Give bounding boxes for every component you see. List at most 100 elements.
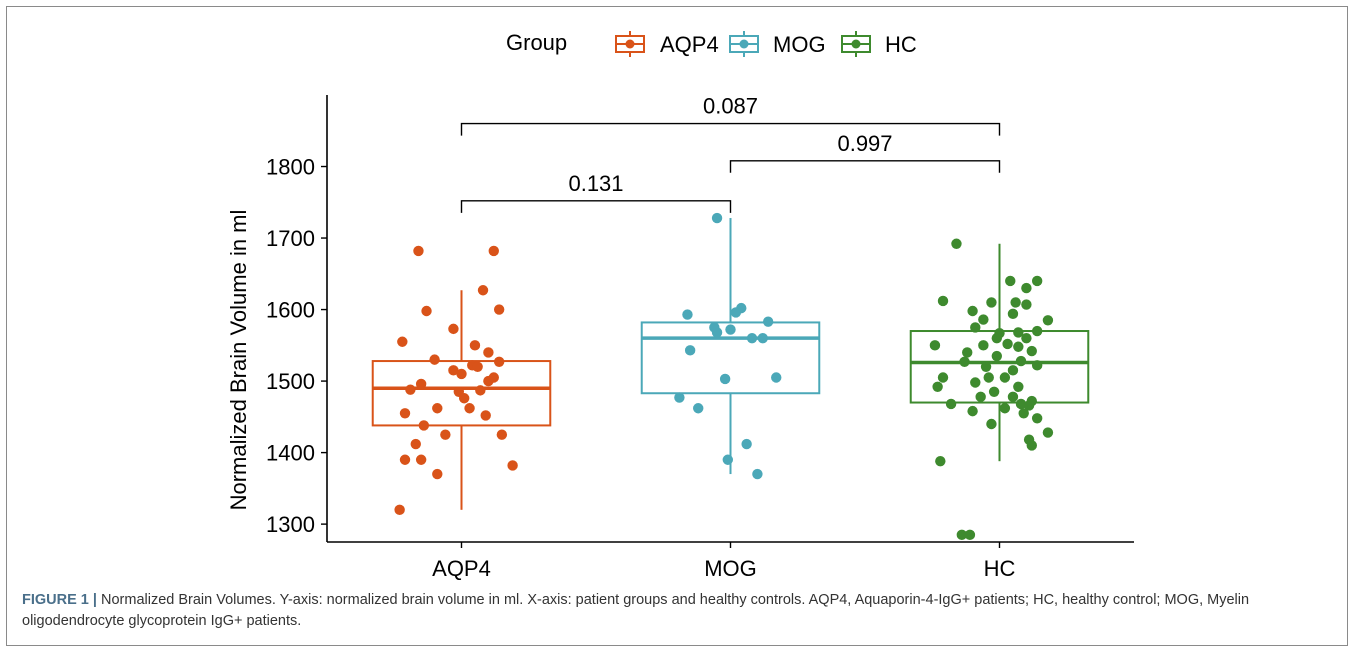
data-point (991, 350, 1003, 362)
data-point (757, 332, 768, 344)
data-point (1042, 427, 1054, 438)
box (640, 321, 821, 395)
significance-bracket (729, 160, 1001, 173)
data-point (725, 324, 736, 335)
data-point (711, 327, 723, 338)
y-tick-label: 1600 (266, 298, 315, 323)
data-point (711, 212, 723, 224)
y-axis-label: Normalized Brain Volume in ml (226, 210, 251, 511)
caption-lead: FIGURE 1 | (22, 592, 97, 608)
data-point (493, 356, 505, 367)
data-point (1023, 400, 1035, 411)
data-point (410, 438, 421, 450)
data-point (493, 304, 505, 315)
data-point (674, 392, 685, 403)
series-layer (371, 212, 1090, 541)
legend-key-point (625, 39, 635, 49)
p-value-label: 0.997 (837, 131, 892, 156)
data-point (1021, 332, 1032, 344)
legend-title: Group (506, 30, 567, 55)
x-tick-label: AQP4 (432, 556, 491, 580)
data-point (730, 307, 742, 318)
data-point (1021, 299, 1032, 310)
data-point (448, 365, 459, 376)
data-point (959, 356, 970, 367)
data-point (719, 373, 731, 385)
data-point (397, 336, 408, 347)
y-tick-label: 1500 (266, 369, 315, 394)
data-point (469, 340, 481, 351)
data-point (978, 340, 989, 351)
data-point (1026, 345, 1037, 357)
data-point (991, 332, 1003, 344)
data-point (456, 368, 467, 380)
data-point (477, 285, 489, 296)
data-point (986, 418, 997, 430)
data-point (507, 460, 518, 471)
legend-key-point (739, 39, 749, 49)
data-point (1015, 355, 1027, 367)
data-point (967, 405, 978, 417)
data-point (983, 372, 994, 383)
data-point (464, 403, 475, 414)
data-point (741, 438, 752, 450)
data-point (945, 398, 957, 410)
legend-item-hc: HC (841, 31, 917, 57)
data-point (1031, 275, 1043, 287)
legend-item-aqp4: AQP4 (615, 31, 719, 57)
data-point (951, 238, 962, 249)
x-tick-label: MOG (704, 556, 757, 580)
data-point (1007, 391, 1019, 403)
data-point (405, 384, 416, 395)
data-point (448, 323, 459, 335)
p-value-label: 0.131 (568, 171, 623, 196)
data-point (399, 408, 411, 419)
data-point (472, 361, 483, 372)
legend-label: AQP4 (660, 32, 719, 57)
data-point (1026, 440, 1037, 451)
data-point (1005, 275, 1016, 287)
significance-bracket (460, 200, 732, 213)
data-point (988, 386, 1000, 398)
data-point (1015, 398, 1027, 410)
figure-frame (6, 6, 1348, 646)
figure-caption: FIGURE 1 | Normalized Brain Volumes. Y-a… (22, 590, 1332, 632)
data-point (421, 305, 432, 317)
data-point (970, 322, 981, 333)
p-value-label: 0.087 (703, 94, 758, 119)
data-point (1002, 338, 1013, 350)
data-point (488, 245, 499, 257)
y-tick-label: 1400 (266, 441, 315, 466)
x-tick-label: HC (984, 556, 1016, 580)
data-point (418, 420, 430, 431)
data-point (1018, 408, 1029, 419)
data-point (935, 455, 946, 467)
data-point (682, 309, 693, 320)
data-point (1031, 360, 1043, 371)
legend-label: HC (885, 32, 917, 57)
data-point (970, 377, 981, 388)
data-point (693, 403, 704, 414)
data-point (986, 297, 997, 308)
data-point (483, 347, 494, 358)
data-point (937, 295, 949, 307)
data-point (394, 504, 405, 516)
y-tick-label: 1800 (266, 155, 315, 180)
data-point (1013, 381, 1024, 393)
data-point (1021, 282, 1032, 294)
caption-text: Normalized Brain Volumes. Y-axis: normal… (22, 592, 1250, 629)
data-point (415, 378, 427, 390)
data-point (413, 245, 424, 257)
data-point (684, 345, 696, 356)
data-point (967, 305, 978, 317)
data-point (978, 314, 989, 325)
data-point (964, 529, 976, 541)
legend-item-mog: MOG (729, 31, 826, 57)
data-point (458, 393, 470, 404)
data-point (1031, 325, 1043, 337)
box (371, 360, 552, 427)
series-aqp4 (371, 245, 552, 516)
data-point (937, 372, 949, 383)
data-point (975, 391, 986, 403)
significance-annotations: 0.131 0.997 0.087 (460, 94, 1001, 213)
